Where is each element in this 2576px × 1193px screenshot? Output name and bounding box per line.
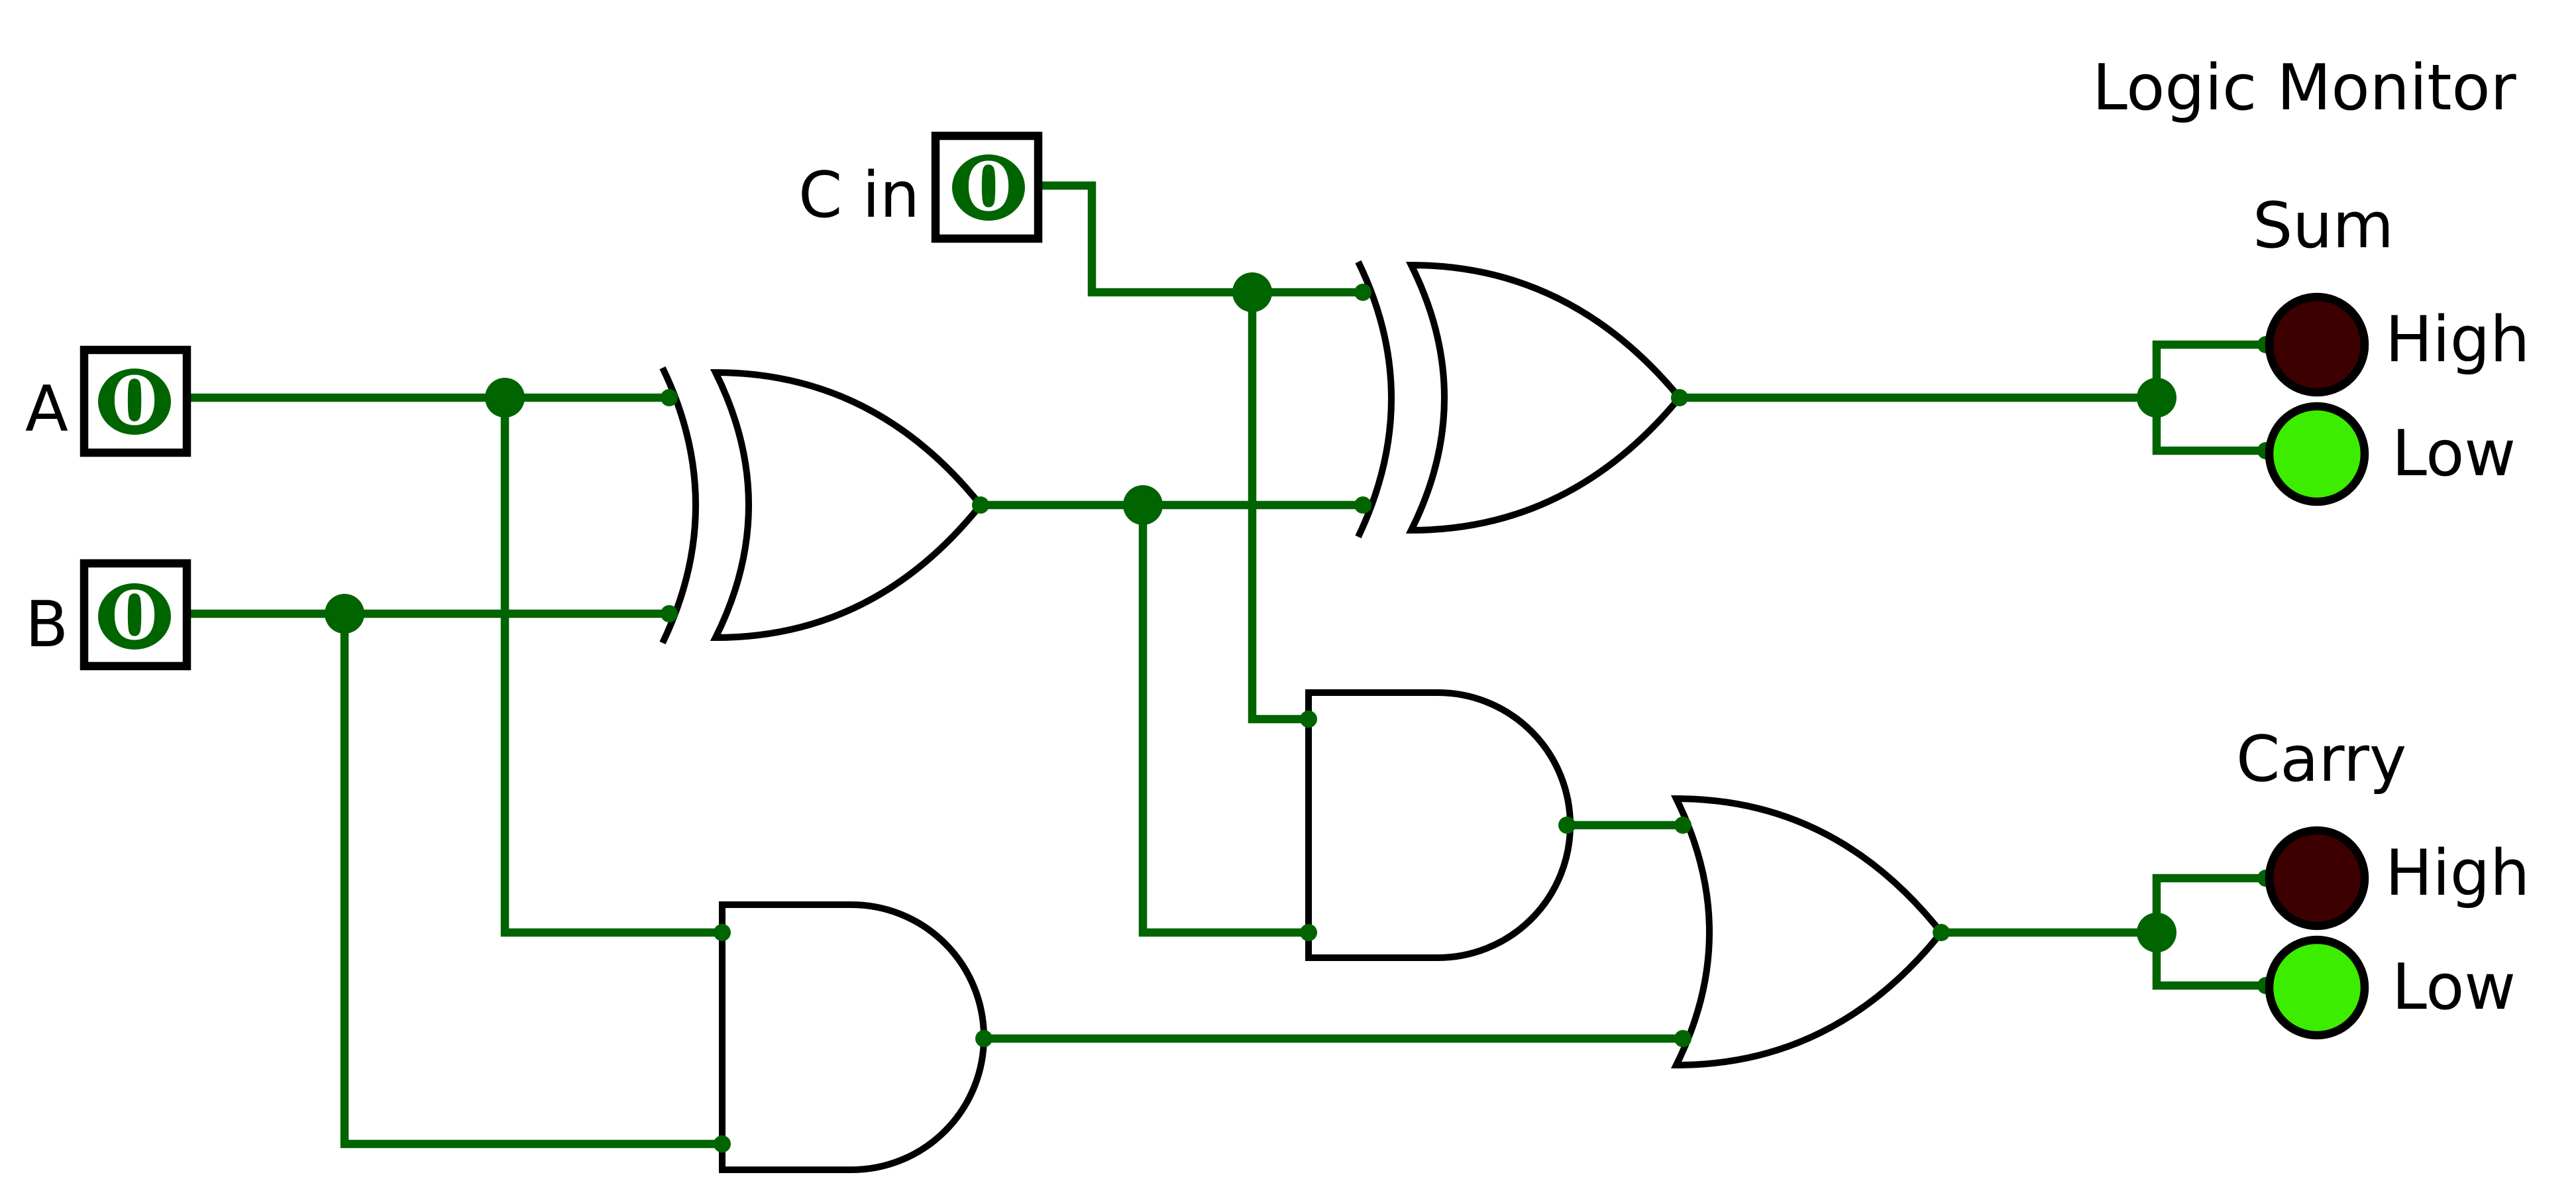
xor-gate-2 <box>1355 260 1684 539</box>
input-b-value: 0 <box>111 577 158 655</box>
sum-monitor: Sum High Low <box>2253 190 2530 506</box>
input-a-knob <box>98 369 171 435</box>
wire-b-to-and1 <box>340 614 722 1149</box>
input-cin-label: C in <box>798 159 920 232</box>
input-b: B 0 <box>25 559 191 671</box>
input-b-switch[interactable]: 0 <box>80 559 191 671</box>
input-b-knob <box>98 583 171 650</box>
carry-high-label: High <box>2385 837 2530 910</box>
input-cin-value: 0 <box>965 148 1012 226</box>
pins <box>174 177 2275 1153</box>
wire-cin-to-and2 <box>1248 292 1309 724</box>
sum-low-lamp <box>2265 402 2369 506</box>
input-cin-switch[interactable]: 0 <box>931 131 1043 243</box>
input-a-value: 0 <box>111 362 158 440</box>
input-a: A 0 <box>25 345 191 457</box>
xor-gate-1 <box>659 366 985 645</box>
logic-monitor-title: Logic Monitor <box>2092 52 2517 125</box>
input-cin-knob <box>952 154 1025 221</box>
wire-cin-to-xor2 <box>1034 181 1363 297</box>
carry-label: Carry <box>2236 723 2406 796</box>
wires <box>182 181 2266 1149</box>
carry-low-lamp <box>2265 935 2369 1040</box>
and-gate-2 <box>1305 689 1574 961</box>
wire-a-to-and1 <box>500 398 722 937</box>
carry-monitor: Carry High Low <box>2236 723 2530 1040</box>
sum-high-label: High <box>2385 304 2530 376</box>
input-b-label: B <box>25 589 68 661</box>
and-gate-1 <box>719 901 987 1173</box>
carry-low-label: Low <box>2392 951 2516 1024</box>
input-a-label: A <box>25 373 68 446</box>
wire-xor1-to-and2 <box>1138 505 1309 937</box>
junctions <box>325 272 2176 952</box>
input-cin: C in 0 <box>798 131 1043 243</box>
sum-low-label: Low <box>2392 418 2516 490</box>
sum-label: Sum <box>2253 190 2394 262</box>
sum-high-lamp <box>2265 292 2369 397</box>
input-a-switch[interactable]: 0 <box>80 345 191 457</box>
carry-high-lamp <box>2265 826 2369 931</box>
or-gate <box>1670 795 1946 1069</box>
